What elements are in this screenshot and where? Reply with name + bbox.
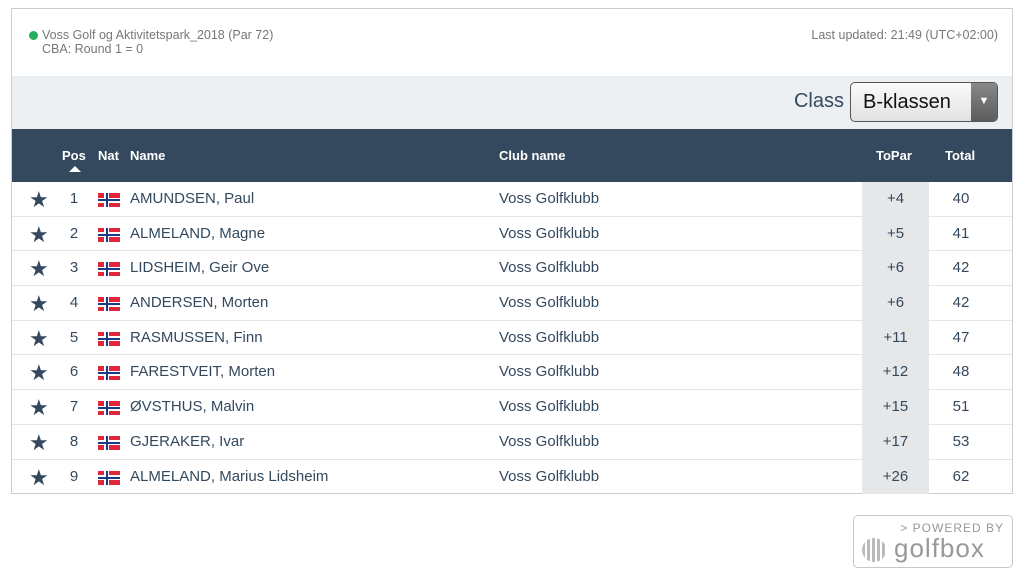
golfbox-logo-icon [862, 538, 886, 562]
pos: 5 [69, 328, 79, 346]
filter-bar: Class B-klassen ▼ [12, 76, 1012, 129]
total: 42 [952, 259, 970, 277]
club-name: Voss Golfklubb [499, 294, 600, 312]
favorite-star-icon[interactable]: ★ [29, 256, 49, 282]
club-name: Voss Golfklubb [499, 432, 600, 450]
club-name: Voss Golfklubb [499, 328, 600, 346]
table-row[interactable]: ★ 5 RASMUSSEN, Finn Voss Golfklubb +11 4… [12, 320, 1012, 356]
norway-flag-icon [98, 262, 120, 277]
class-select[interactable]: B-klassen ▼ [850, 82, 998, 122]
topar: +15 [862, 390, 929, 424]
pos: 2 [69, 224, 79, 242]
table-row[interactable]: ★ 8 GJERAKER, Ivar Voss Golfklubb +17 53 [12, 424, 1012, 460]
club-name: Voss Golfklubb [499, 363, 600, 381]
club-name: Voss Golfklubb [499, 398, 600, 416]
player-name[interactable]: ANDERSEN, Morten [130, 294, 269, 312]
golfbox-logo-text: golfbox [894, 533, 985, 563]
norway-flag-icon [98, 470, 120, 485]
course-name: Voss Golf og Aktivitetspark_2018 (Par 72… [42, 28, 274, 42]
table-header: Pos Nat Name Club name ToPar Total [12, 129, 1012, 182]
player-name[interactable]: LIDSHEIM, Geir Ove [130, 259, 270, 277]
total: 62 [952, 467, 970, 485]
topar: +6 [862, 251, 929, 286]
pos: 4 [69, 294, 79, 312]
col-name[interactable]: Name [130, 148, 166, 163]
table-body: ★ 1 AMUNDSEN, Paul Voss Golfklubb +4 40 ★… [12, 182, 1012, 495]
player-name[interactable]: AMUNDSEN, Paul [130, 190, 255, 207]
pos: 6 [69, 363, 79, 381]
table-row[interactable]: ★ 2 ALMELAND, Magne Voss Golfklubb +5 41 [12, 216, 1012, 252]
col-total[interactable]: Total [945, 148, 976, 163]
pos: 3 [69, 259, 79, 277]
live-status-icon [29, 31, 38, 40]
col-nat[interactable]: Nat [98, 148, 119, 163]
norway-flag-icon [98, 435, 120, 450]
total: 51 [952, 398, 970, 416]
norway-flag-icon [98, 331, 120, 346]
topar: +17 [862, 424, 929, 459]
player-name[interactable]: ALMELAND, Magne [130, 224, 266, 242]
leaderboard-panel: Voss Golf og Aktivitetspark_2018 (Par 72… [11, 8, 1013, 495]
class-selected-value: B-klassen [863, 91, 951, 113]
topar: +12 [862, 355, 929, 390]
player-name[interactable]: ØVSTHUS, Malvin [130, 398, 255, 416]
powered-by-text: > POWERED BY [900, 521, 1004, 535]
topar: +11 [862, 320, 929, 355]
table-row[interactable]: ★ 3 LIDSHEIM, Geir Ove Voss Golfklubb +6… [12, 251, 1012, 287]
norway-flag-icon [98, 366, 120, 381]
norway-flag-icon [98, 227, 120, 242]
table-row[interactable]: ★ 7 ØVSTHUS, Malvin Voss Golfklubb +15 5… [12, 390, 1012, 425]
favorite-star-icon[interactable]: ★ [29, 429, 49, 455]
favorite-star-icon[interactable]: ★ [29, 187, 49, 212]
tournament-info: Voss Golf og Aktivitetspark_2018 (Par 72… [12, 9, 1012, 76]
player-name[interactable]: ALMELAND, Marius Lidsheim [130, 467, 329, 485]
class-label: Class [793, 90, 844, 112]
col-club[interactable]: Club name [499, 148, 566, 163]
table-row[interactable]: ★ 1 AMUNDSEN, Paul Voss Golfklubb +4 40 [12, 182, 1012, 217]
player-name[interactable]: RASMUSSEN, Finn [130, 328, 263, 346]
favorite-star-icon[interactable]: ★ [29, 360, 49, 386]
favorite-star-icon[interactable]: ★ [29, 221, 49, 247]
favorite-star-icon[interactable]: ★ [29, 325, 49, 351]
club-name: Voss Golfklubb [499, 224, 600, 242]
total: 41 [952, 224, 970, 242]
last-updated: Last updated: 21:49 (UTC+02:00) [811, 28, 998, 42]
chevron-down-icon[interactable]: ▼ [971, 83, 997, 121]
norway-flag-icon [98, 401, 120, 416]
topar: +26 [862, 459, 929, 495]
player-name[interactable]: FARESTVEIT, Morten [130, 363, 276, 381]
topar: +5 [862, 216, 929, 251]
club-name: Voss Golfklubb [499, 190, 600, 207]
total: 47 [952, 328, 970, 346]
total: 53 [952, 432, 970, 450]
player-name[interactable]: GJERAKER, Ivar [130, 432, 245, 450]
cba-text: CBA: Round 1 = 0 [42, 42, 144, 56]
col-topar[interactable]: ToPar [876, 148, 912, 163]
pos: 9 [69, 467, 79, 485]
club-name: Voss Golfklubb [499, 467, 600, 485]
total: 42 [952, 294, 970, 312]
norway-flag-icon [98, 193, 120, 207]
pos: 7 [69, 398, 79, 416]
favorite-star-icon[interactable]: ★ [29, 291, 49, 317]
pos: 8 [69, 432, 79, 450]
club-name: Voss Golfklubb [499, 259, 600, 277]
table-row[interactable]: ★ 9 ALMELAND, Marius Lidsheim Voss Golfk… [12, 459, 1012, 495]
table-row[interactable]: ★ 4 ANDERSEN, Morten Voss Golfklubb +6 4… [12, 286, 1012, 321]
topar: +4 [862, 182, 929, 216]
norway-flag-icon [98, 297, 120, 312]
topar: +6 [862, 286, 929, 320]
table-row[interactable]: ★ 6 FARESTVEIT, Morten Voss Golfklubb +1… [12, 355, 1012, 391]
col-pos[interactable]: Pos [62, 148, 86, 163]
favorite-star-icon[interactable]: ★ [29, 464, 49, 490]
pos: 1 [69, 190, 79, 207]
powered-by-golfbox[interactable]: > POWERED BY golfbox [853, 515, 1013, 568]
total: 48 [952, 363, 970, 381]
total: 40 [952, 190, 970, 207]
favorite-star-icon[interactable]: ★ [29, 395, 49, 421]
sort-asc-icon [69, 166, 81, 172]
